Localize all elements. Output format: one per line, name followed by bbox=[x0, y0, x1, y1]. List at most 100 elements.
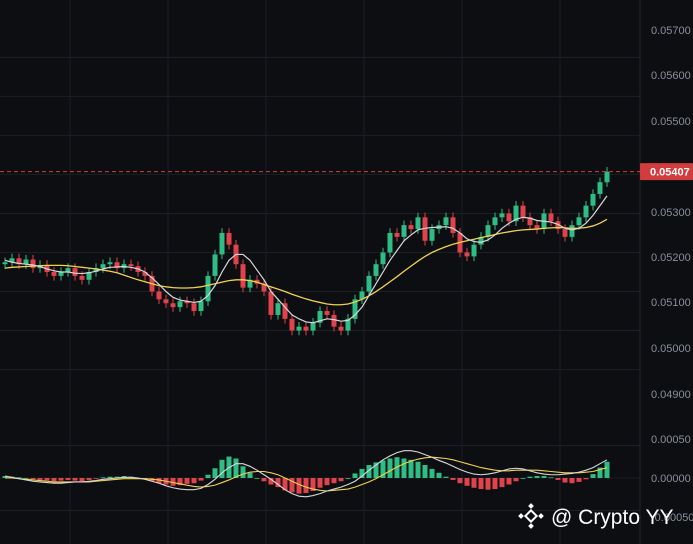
candle-body bbox=[590, 193, 596, 206]
candle-body bbox=[387, 232, 393, 253]
macd-histogram-bar bbox=[338, 478, 344, 482]
candle-body bbox=[506, 213, 512, 222]
price-tick-label: 0.05500 bbox=[651, 116, 691, 128]
candle-body bbox=[331, 314, 337, 327]
macd-histogram-bar bbox=[247, 472, 253, 478]
candle-body bbox=[443, 217, 449, 226]
candle-body bbox=[303, 326, 309, 331]
macd-histogram-bar bbox=[548, 477, 554, 479]
macd-line bbox=[4, 450, 608, 498]
current-price-label: 0.05407 bbox=[650, 167, 690, 179]
macd-histogram-bar bbox=[366, 465, 372, 478]
candle-body bbox=[513, 205, 519, 222]
candle-body bbox=[520, 205, 526, 218]
macd-histogram-bar bbox=[352, 473, 358, 478]
macd-histogram-bar bbox=[303, 478, 309, 493]
macd-histogram-bar bbox=[205, 474, 211, 478]
price-tick-label: 0.05100 bbox=[651, 297, 691, 309]
candle-body bbox=[72, 268, 78, 276]
binance-logo-icon bbox=[518, 503, 544, 529]
candle-body bbox=[65, 268, 71, 272]
macd-histogram-bar bbox=[296, 478, 302, 494]
candle-body bbox=[492, 217, 498, 226]
candle-body bbox=[499, 213, 505, 218]
macd-histogram-bar bbox=[289, 478, 295, 493]
macd-histogram-bar bbox=[240, 466, 246, 478]
candle-body bbox=[359, 291, 365, 300]
candle-body bbox=[366, 275, 372, 292]
candle-body bbox=[9, 258, 15, 263]
macd-histogram-bar bbox=[373, 462, 379, 478]
macd-histogram-bar bbox=[562, 478, 568, 483]
candle-body bbox=[142, 272, 148, 276]
macd-histogram-bar bbox=[156, 478, 162, 484]
candle-body bbox=[352, 299, 358, 319]
macd-histogram-bar bbox=[93, 478, 99, 479]
macd-histogram-bar bbox=[107, 476, 113, 478]
candle-body bbox=[527, 217, 533, 226]
candle-body bbox=[373, 264, 379, 276]
candle-body bbox=[23, 259, 29, 265]
candle-body bbox=[408, 225, 414, 230]
candle-body bbox=[114, 262, 120, 269]
candle-body bbox=[226, 232, 232, 245]
macd-histogram-bar bbox=[394, 457, 400, 478]
candle-body bbox=[16, 258, 22, 265]
macd-histogram-bar bbox=[114, 476, 120, 478]
macd-histogram-bar bbox=[58, 478, 64, 481]
macd-panel bbox=[2, 450, 610, 498]
macd-histogram-bar bbox=[198, 478, 204, 481]
ma-fast-line bbox=[4, 195, 608, 324]
macd-histogram-bar bbox=[100, 477, 106, 479]
candle-body bbox=[597, 182, 603, 194]
macd-histogram-bar bbox=[429, 468, 435, 478]
candle-body bbox=[247, 279, 253, 288]
macd-histogram-bar bbox=[415, 461, 421, 478]
macd-histogram-bar bbox=[268, 478, 274, 485]
macd-histogram-bar bbox=[282, 478, 288, 491]
macd-histogram-bar bbox=[443, 476, 449, 478]
macd-histogram-bar bbox=[233, 458, 239, 478]
candle-body bbox=[604, 171, 610, 183]
price-axis: 0.05700 0.05600 0.05500 0.05300 0.05200 … bbox=[651, 25, 691, 401]
candle-body bbox=[198, 301, 204, 312]
macd-histogram-bar bbox=[359, 468, 365, 478]
ma-slow-line bbox=[4, 218, 608, 306]
macd-histogram-bar bbox=[317, 478, 323, 488]
macd-histogram-bar bbox=[604, 461, 610, 478]
macd-histogram-bar bbox=[478, 478, 484, 490]
macd-histogram-bar bbox=[464, 478, 470, 486]
watermark-text: @ Crypto YY bbox=[551, 506, 673, 529]
macd-histogram-bar bbox=[51, 478, 57, 482]
macd-histogram-bar bbox=[16, 477, 22, 479]
macd-signal-line bbox=[5, 456, 608, 492]
candle-body bbox=[163, 299, 169, 304]
candle-body bbox=[58, 272, 64, 276]
candle-body bbox=[345, 318, 351, 331]
macd-axis: 0.00050 0.00000 -0.00050 bbox=[651, 434, 693, 524]
macd-tick-label: 0.00000 bbox=[651, 473, 691, 485]
candle-body bbox=[296, 326, 302, 331]
candle-body bbox=[240, 264, 246, 288]
candle-body bbox=[93, 268, 99, 272]
macd-histogram-bar bbox=[485, 478, 491, 490]
macd-histogram-bar bbox=[597, 467, 603, 478]
macd-histogram-bar bbox=[520, 478, 526, 479]
candle-body bbox=[282, 303, 288, 319]
moving-average-lines bbox=[4, 195, 608, 324]
candle-body bbox=[191, 303, 197, 312]
candle-body bbox=[562, 229, 568, 237]
candle-body bbox=[338, 326, 344, 331]
macd-histogram-bar bbox=[471, 478, 477, 488]
macd-histogram-bar bbox=[436, 472, 442, 478]
candle-body bbox=[555, 221, 561, 230]
macd-histogram-bar bbox=[534, 476, 540, 478]
macd-histogram-bar bbox=[555, 478, 561, 480]
macd-histogram-bar bbox=[527, 476, 533, 478]
macd-histogram-bar bbox=[513, 478, 519, 482]
candle-body bbox=[51, 272, 57, 276]
macd-histogram-bar bbox=[30, 478, 36, 480]
price-tick-label: 0.05300 bbox=[651, 207, 691, 219]
candle-body bbox=[394, 232, 400, 237]
